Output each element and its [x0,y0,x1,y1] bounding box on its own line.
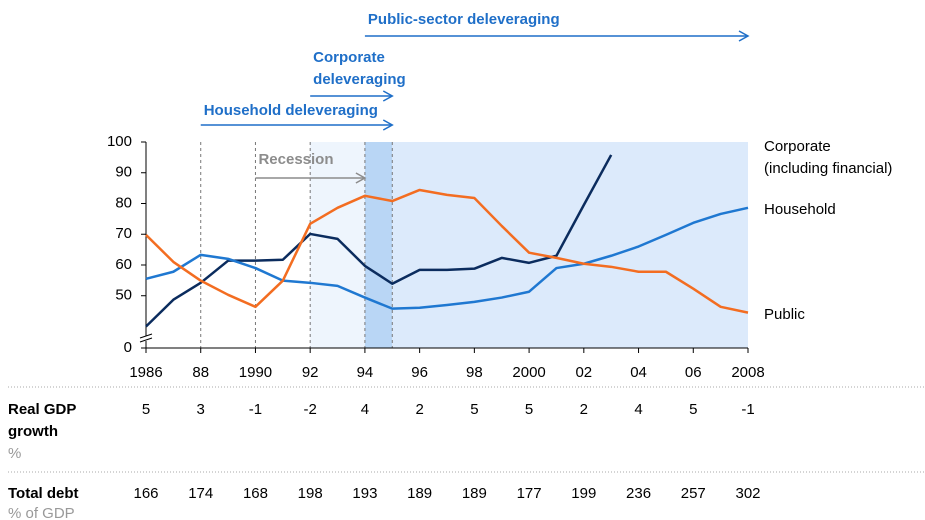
table-value: 4 [361,401,369,418]
y-tick-label: 100 [107,133,132,150]
table-value: 5 [142,401,150,418]
table-value: 2 [415,401,423,418]
series-line [145,154,613,328]
axis-break-gap [140,336,152,341]
x-tick-label: 02 [575,364,592,381]
series-label: Public [764,306,805,323]
axis-break [139,337,153,343]
table-value: 168 [243,485,268,502]
table-value: 4 [634,401,642,418]
table-value: 3 [197,401,205,418]
row-label: Total debt [8,485,79,502]
x-tick-label: 1990 [239,364,272,381]
x-tick-label: 1986 [129,364,162,381]
x-tick-label: 88 [192,364,209,381]
table-value: 177 [517,485,542,502]
table-value: 189 [462,485,487,502]
table-value: 236 [626,485,651,502]
table-value: 302 [735,485,760,502]
y-tick-label: 60 [115,256,132,273]
table-value: 198 [298,485,323,502]
x-tick-label: 98 [466,364,483,381]
series-line [145,206,749,310]
table-value: 2 [580,401,588,418]
x-tick-label: 2000 [512,364,545,381]
x-tick-label: 96 [411,364,428,381]
y-tick-label: 90 [115,164,132,181]
shaded-period [310,142,365,348]
series-label-note: (including financial) [764,160,892,177]
table-value: 193 [352,485,377,502]
table-value: 166 [133,485,158,502]
table-value: 199 [571,485,596,502]
x-tick-label: 04 [630,364,647,381]
row-label: growth [8,423,58,440]
y-tick-label: 70 [115,225,132,242]
table-value: -2 [304,401,317,418]
table-value: 5 [470,401,478,418]
shaded-period [364,142,393,348]
row-unit: % of GDP [8,505,75,520]
shaded-period [392,142,748,348]
x-tick-label: 92 [302,364,319,381]
x-tick-label: 06 [685,364,702,381]
table-value: 174 [188,485,213,502]
series-line [145,188,749,314]
row-label: Real GDP [8,401,76,418]
series-label: Household [764,201,836,218]
table-value: 5 [525,401,533,418]
y-tick-label: 80 [115,194,132,211]
axis-break [139,333,153,339]
annotation-label: Recession [258,151,333,168]
series-label: Corporate [764,138,831,155]
table-value: 189 [407,485,432,502]
x-tick-label: 94 [357,364,374,381]
row-unit: % [8,445,21,462]
annotation-label: deleveraging [313,71,406,88]
y-tick-label: 0 [124,339,132,356]
y-tick-label: 50 [115,287,132,304]
table-value: -1 [741,401,754,418]
annotation-label: Household deleveraging [204,102,378,119]
annotation-label: Public-sector deleveraging [368,11,560,28]
table-value: 5 [689,401,697,418]
table-value: -1 [249,401,262,418]
x-tick-label: 2008 [731,364,764,381]
table-value: 257 [681,485,706,502]
annotation-label: Corporate [313,49,385,66]
